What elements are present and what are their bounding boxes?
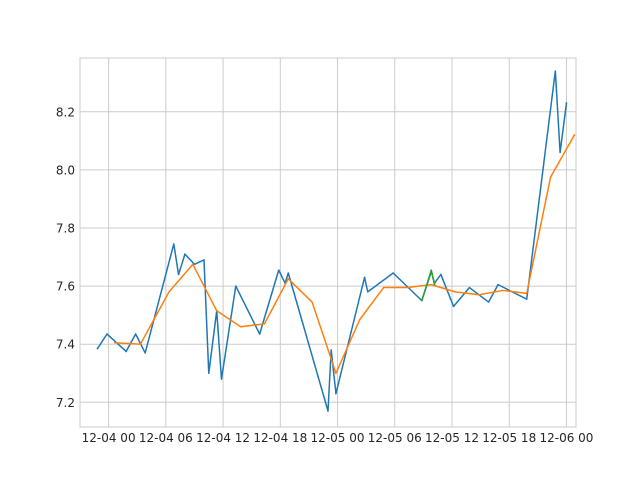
- series-line-1: [96, 70, 568, 412]
- series-1-point: [184, 253, 186, 255]
- series-2-point: [406, 286, 409, 289]
- series-2-point: [287, 278, 290, 280]
- y-axis-tick-labels: 7.2 7.4 7.6 7.8 8.0 8.2: [56, 105, 75, 410]
- series-2-point: [168, 291, 170, 293]
- x-axis-tick-labels: 12-04 00 12-04 06 12-04 12 12-04 18 12-05 00…: [82, 431, 594, 445]
- series-1-point: [327, 410, 329, 412]
- series-3-point: [430, 269, 433, 271]
- series-line-2: [114, 133, 576, 374]
- series-1-point: [335, 392, 337, 395]
- series-1-point: [565, 102, 568, 104]
- series-2-point: [549, 176, 552, 178]
- series-1-point: [487, 301, 490, 303]
- y-tick-label: 8.0: [56, 163, 75, 177]
- series-2-point: [335, 372, 337, 374]
- series-2-point: [382, 286, 385, 289]
- series-1-point: [497, 283, 499, 286]
- plot-area: [80, 58, 576, 427]
- series-2-point: [359, 318, 361, 321]
- series-1-point: [134, 333, 137, 335]
- x-tick-label: 12-04 06: [139, 431, 193, 445]
- series-1-point: [106, 333, 108, 335]
- series-2-point: [430, 283, 433, 286]
- series-2-point: [215, 310, 218, 312]
- series-1-point: [144, 352, 146, 354]
- series-2-point: [263, 323, 266, 325]
- series-1-point: [468, 286, 471, 289]
- series-1-point: [208, 372, 210, 374]
- series-1-point: [363, 276, 366, 279]
- x-tick-label: 12-05 18: [482, 431, 536, 445]
- series-2-point: [454, 291, 456, 293]
- series-2-point: [192, 263, 194, 266]
- y-tick-label: 7.8: [56, 221, 75, 235]
- x-tick-label: 12-05 06: [368, 431, 422, 445]
- series-2-point: [114, 341, 116, 344]
- x-tick-label: 12-05 12: [425, 431, 479, 445]
- series-1-point: [193, 263, 196, 266]
- series-1-point: [287, 272, 290, 274]
- series-1-point: [125, 350, 127, 353]
- series-1-point: [392, 272, 394, 274]
- y-tick-label: 7.6: [56, 280, 75, 294]
- y-tick-label: 7.4: [56, 338, 75, 352]
- plot-frame: [79, 57, 577, 428]
- x-tick-label: 12-04 00: [82, 431, 136, 445]
- series-1-point: [96, 347, 99, 350]
- series-2-point: [139, 343, 142, 345]
- series-1-point: [203, 259, 205, 261]
- x-tick-label: 12-05 00: [311, 431, 365, 445]
- x-tick-label: 12-04 12: [196, 431, 250, 445]
- series-2-point: [573, 134, 576, 136]
- x-tick-label: 12-04 18: [253, 431, 307, 445]
- y-tick-label: 7.2: [56, 396, 75, 410]
- series-1-point: [220, 378, 223, 380]
- series-1-point: [258, 333, 261, 335]
- series-1-point: [366, 291, 369, 293]
- x-tick-label: 12-06 00: [539, 431, 593, 445]
- series-2-point: [478, 294, 480, 296]
- series-1-point: [452, 305, 455, 308]
- series-1-point: [559, 151, 561, 154]
- series-2-point: [239, 326, 242, 328]
- series-1-point: [235, 285, 237, 287]
- series-1-point: [330, 349, 332, 351]
- series-1-point: [554, 70, 557, 72]
- series-1-point: [173, 243, 175, 245]
- y-tick-label: 8.2: [56, 105, 75, 119]
- series-2-point: [502, 289, 504, 292]
- series-3-point: [421, 299, 423, 302]
- series-1-point: [440, 273, 442, 276]
- series-1-point: [177, 273, 180, 276]
- series-1-point: [525, 298, 528, 300]
- series-2-point: [311, 301, 313, 303]
- series-layer: [96, 70, 576, 412]
- series-2-point: [525, 292, 528, 295]
- series-3-point: [433, 283, 436, 286]
- series-1-point: [277, 269, 280, 271]
